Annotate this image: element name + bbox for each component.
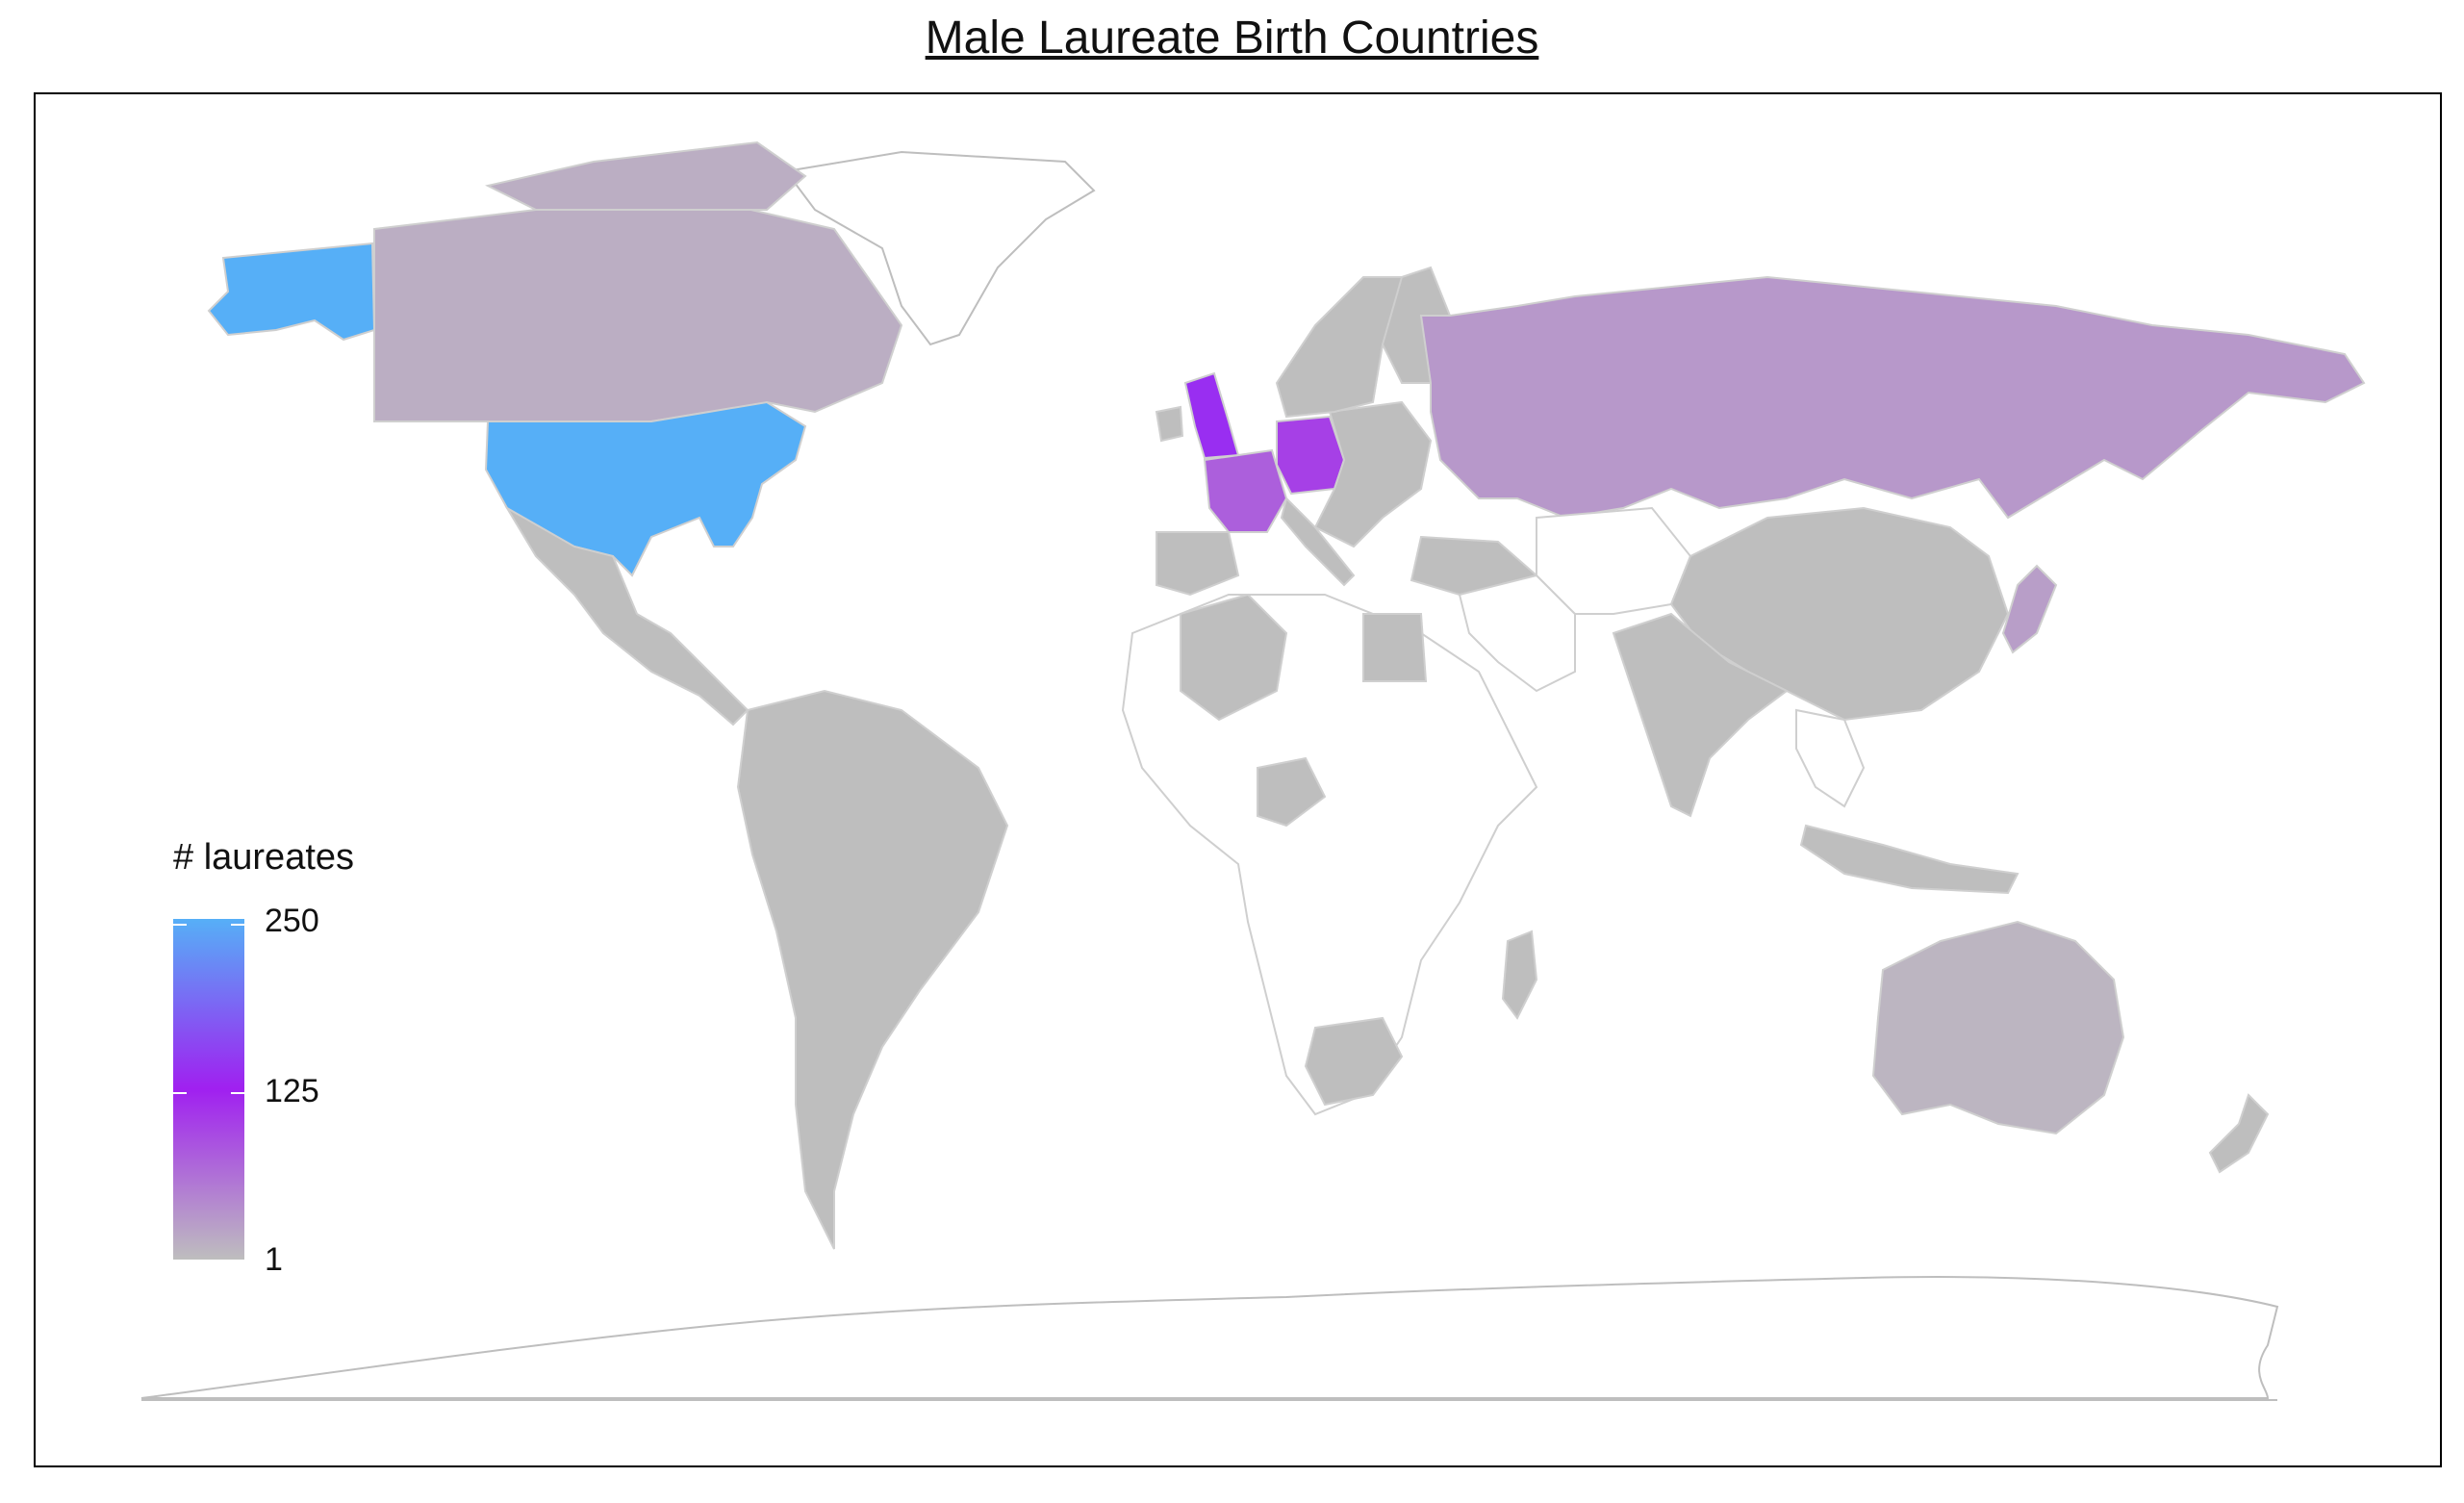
legend-tick-mark-top-right — [231, 924, 244, 926]
madagascar — [1501, 930, 1538, 1020]
central-europe — [1313, 400, 1433, 548]
france — [1203, 448, 1288, 533]
algeria — [1180, 593, 1288, 722]
legend-title: # laureates — [173, 837, 355, 878]
indonesia — [1799, 824, 2019, 895]
legend-tick-label: 1 — [265, 1241, 283, 1278]
uk — [1183, 371, 1240, 460]
arctic-islands — [485, 140, 807, 211]
africa — [1121, 594, 1538, 1116]
legend-color-bar — [173, 919, 244, 1260]
legend-tick-mark-mid — [173, 1092, 187, 1094]
color-legend: # laureates 250 125 1 — [173, 837, 423, 1280]
mexico — [504, 505, 749, 726]
southeast-asia — [1795, 708, 1866, 808]
greenland — [784, 150, 1096, 346]
new-zealand — [2208, 1093, 2270, 1174]
world-map — [140, 140, 2366, 1401]
map-title: Male Laureate Birth Countries — [925, 13, 1539, 64]
antarctica-outline — [140, 1276, 2279, 1399]
legend-tick-label: 125 — [265, 1073, 319, 1109]
australia — [1871, 920, 2125, 1135]
iberia — [1156, 531, 1240, 597]
south-africa — [1304, 1016, 1404, 1107]
ireland — [1155, 405, 1184, 443]
legend-tick-mark-mid-right — [231, 1092, 244, 1094]
south-america — [736, 689, 1009, 1250]
map-panel — [34, 92, 2442, 1467]
egypt — [1362, 613, 1428, 682]
india — [1612, 612, 1789, 818]
legend-tick-mark-top — [173, 924, 187, 926]
nigeria — [1257, 756, 1327, 828]
russia — [1419, 275, 2366, 520]
canada — [373, 198, 903, 423]
legend-tick-label: 250 — [265, 903, 319, 939]
central-asia — [1536, 506, 1692, 615]
japan — [2001, 564, 2058, 654]
alaska — [207, 242, 376, 342]
italy — [1280, 497, 1356, 587]
